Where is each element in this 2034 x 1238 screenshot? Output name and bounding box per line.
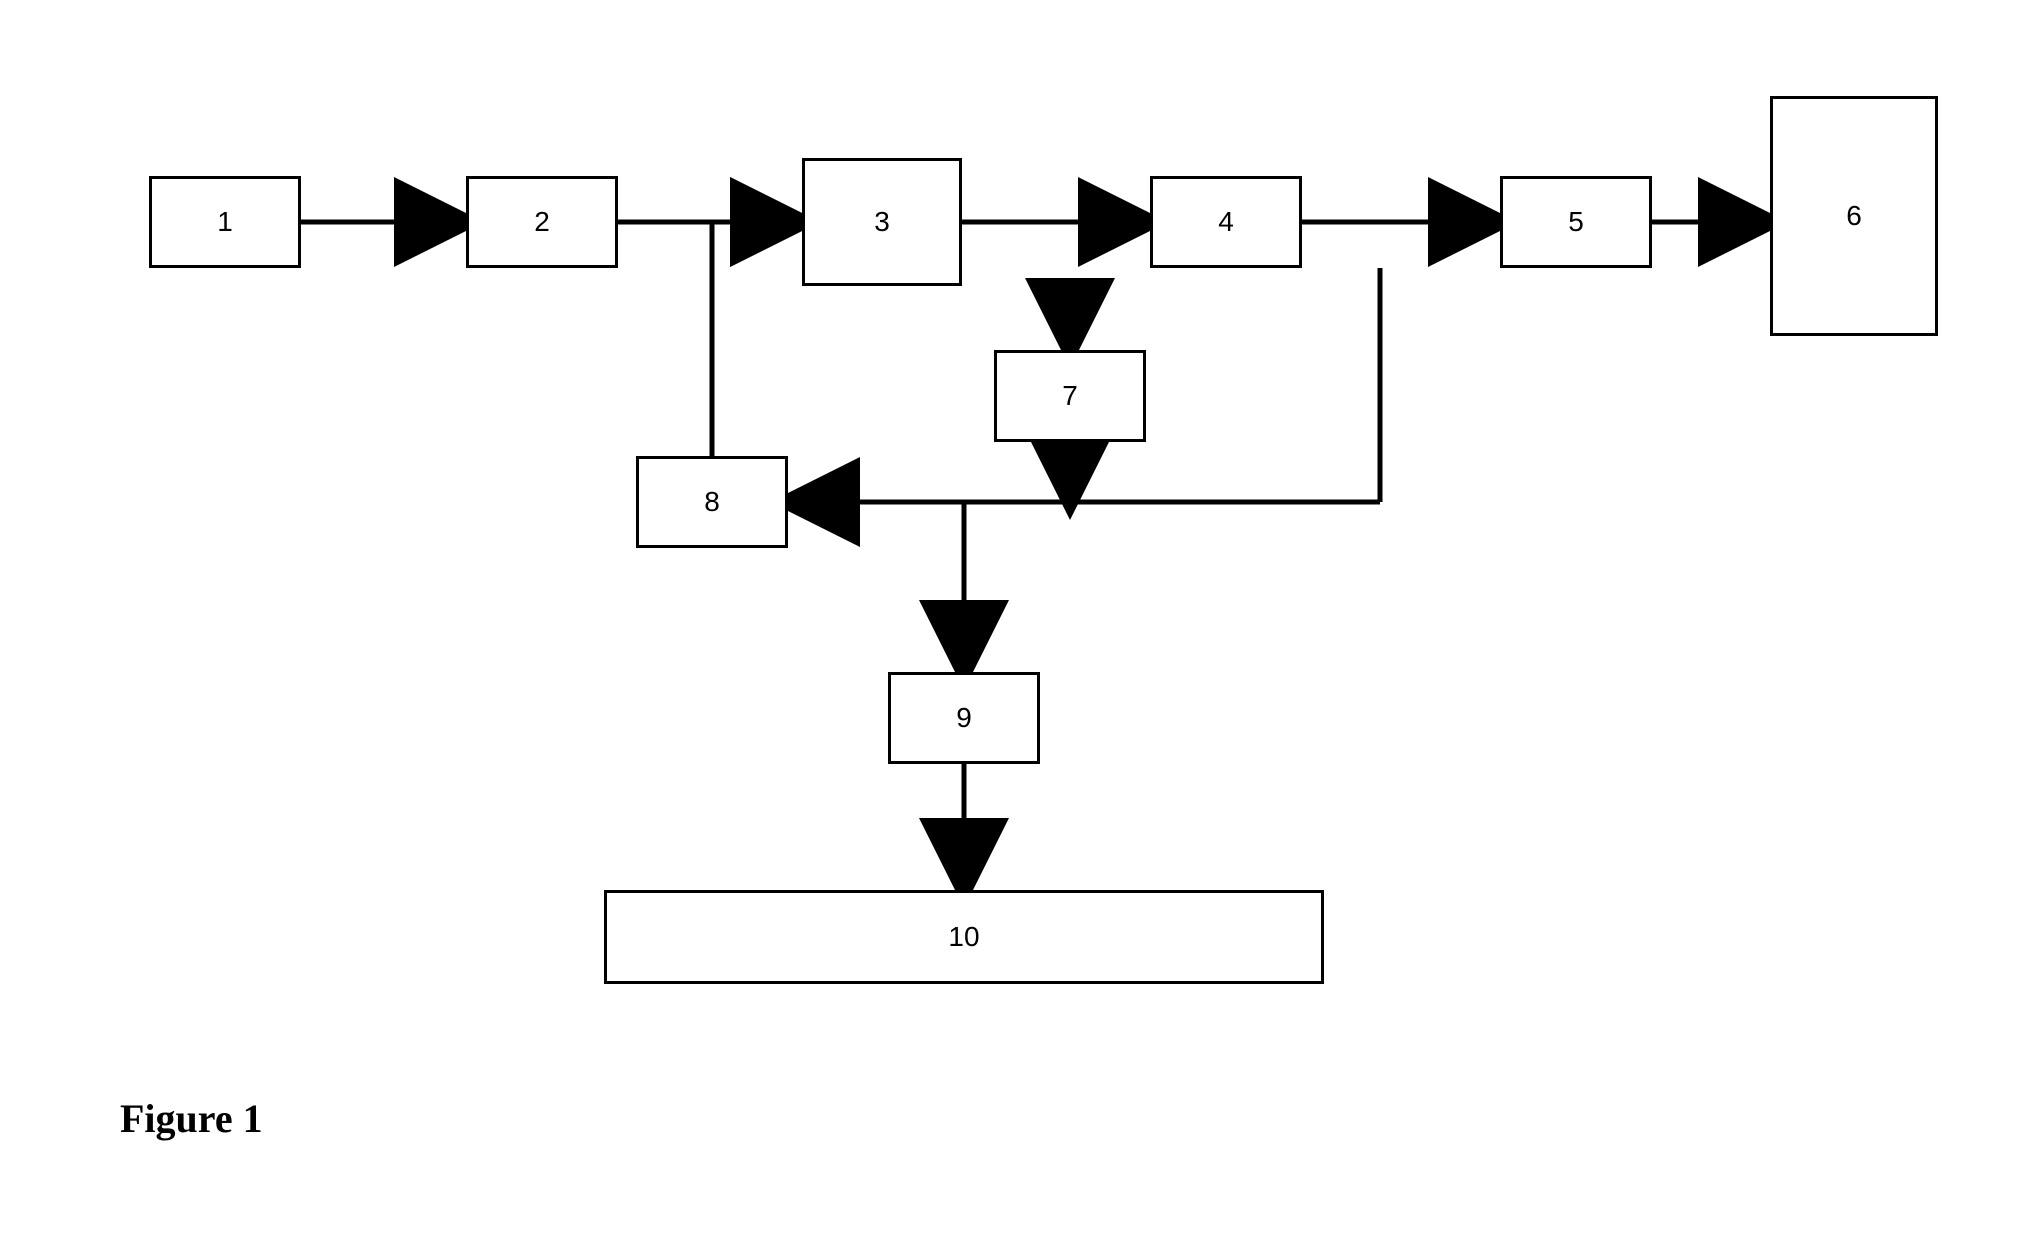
node-8: 8 bbox=[636, 456, 788, 548]
node-7: 7 bbox=[994, 350, 1146, 442]
figure-caption: Figure 1 bbox=[120, 1095, 263, 1142]
flowchart-diagram: 1 2 3 4 5 6 7 8 9 10 Figure 1 bbox=[0, 0, 2034, 1238]
node-5: 5 bbox=[1500, 176, 1652, 268]
edges-layer bbox=[0, 0, 2034, 1238]
node-9: 9 bbox=[888, 672, 1040, 764]
node-2: 2 bbox=[466, 176, 618, 268]
node-10: 10 bbox=[604, 890, 1324, 984]
node-3: 3 bbox=[802, 158, 962, 286]
node-6: 6 bbox=[1770, 96, 1938, 336]
node-1: 1 bbox=[149, 176, 301, 268]
node-4: 4 bbox=[1150, 176, 1302, 268]
